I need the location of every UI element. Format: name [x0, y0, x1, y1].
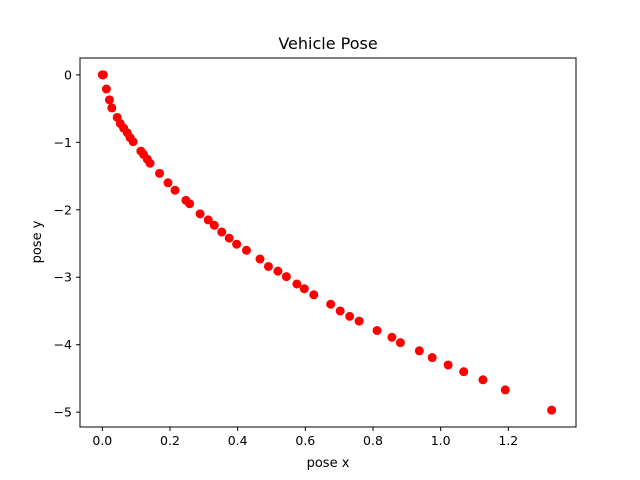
data-point — [163, 178, 173, 188]
y-tick-label: −4 — [54, 337, 72, 352]
data-point — [354, 316, 364, 326]
data-point — [309, 290, 319, 300]
data-point — [281, 272, 291, 282]
data-point — [209, 220, 219, 230]
y-tick-label: −5 — [54, 405, 72, 420]
y-tick-label: −1 — [54, 135, 72, 150]
x-tick-label: 0.8 — [363, 433, 383, 448]
data-point — [500, 385, 510, 395]
data-point — [241, 245, 251, 255]
data-point — [145, 158, 155, 168]
x-tick-label: 0.2 — [160, 433, 180, 448]
data-point — [155, 168, 165, 178]
data-point — [345, 311, 355, 321]
chart-title: Vehicle Pose — [278, 34, 377, 53]
data-point — [255, 254, 265, 264]
data-point — [224, 233, 234, 243]
data-point — [170, 185, 180, 195]
x-tick-label: 1.2 — [498, 433, 518, 448]
data-point — [372, 326, 382, 336]
data-points — [97, 70, 557, 415]
y-tick-label: −2 — [54, 202, 72, 217]
data-point — [203, 215, 213, 225]
data-point — [326, 299, 336, 309]
data-point — [273, 266, 283, 276]
data-point — [195, 209, 205, 219]
data-point — [459, 367, 469, 377]
data-point — [292, 279, 302, 289]
x-axis-label: pose x — [307, 456, 350, 471]
y-tick-label: 0 — [64, 67, 72, 82]
data-point — [299, 284, 309, 294]
data-point — [98, 70, 108, 80]
x-tick-label: 1.0 — [431, 433, 451, 448]
x-axis: 0.0 0.2 0.4 0.6 0.8 1.0 1.2 — [92, 427, 518, 448]
data-point — [101, 84, 111, 94]
y-tick-label: −3 — [54, 270, 72, 285]
data-point — [107, 103, 117, 113]
x-tick-label: 0.4 — [228, 433, 248, 448]
data-point — [128, 137, 138, 147]
axes-frame — [79, 57, 577, 428]
x-tick-label: 0.0 — [92, 433, 112, 448]
data-point — [387, 332, 397, 342]
data-point — [185, 199, 195, 209]
y-axis-label: pose y — [30, 220, 45, 263]
data-point — [232, 239, 242, 249]
data-point — [478, 375, 488, 385]
data-point — [335, 306, 345, 316]
data-point — [443, 360, 453, 370]
data-point — [263, 261, 273, 271]
y-axis: 0 −1 −2 −3 −4 −5 — [54, 67, 80, 420]
data-point — [414, 346, 424, 356]
data-point — [395, 338, 405, 348]
data-point — [104, 95, 114, 105]
data-point — [547, 405, 557, 415]
data-point — [217, 227, 227, 237]
x-tick-label: 0.6 — [295, 433, 315, 448]
data-point — [427, 353, 437, 363]
